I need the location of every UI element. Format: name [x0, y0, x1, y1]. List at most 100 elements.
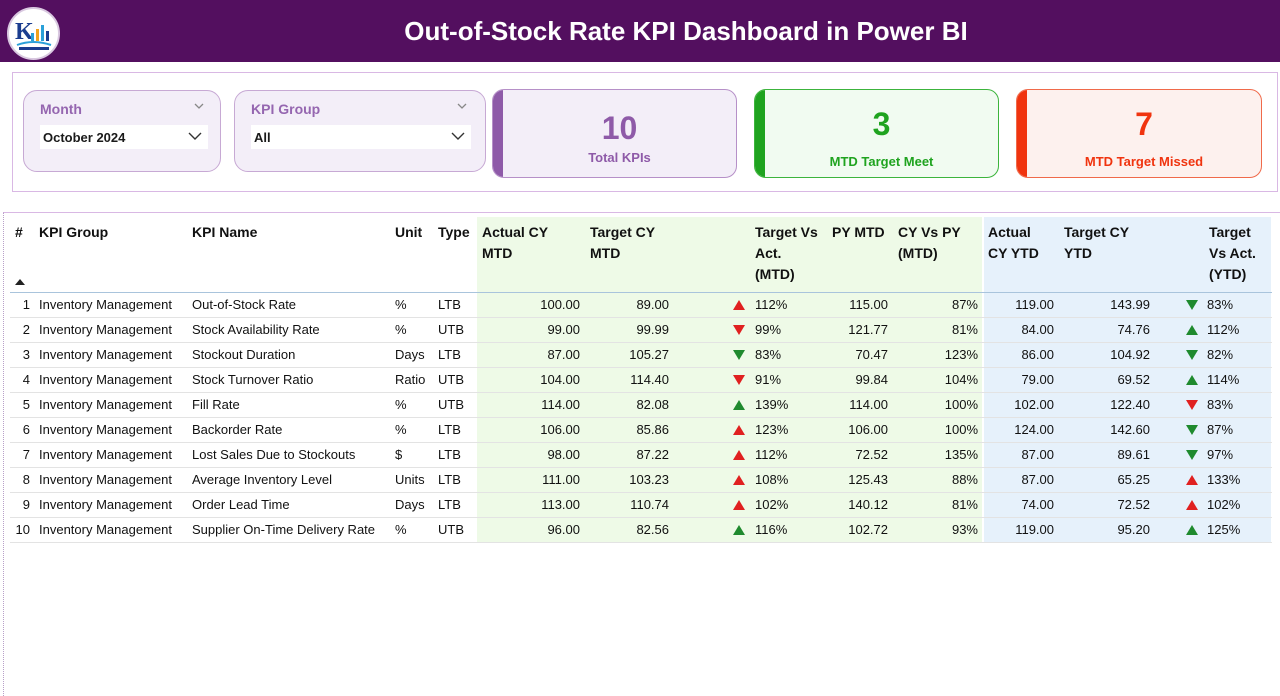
actual-cy-ytd-cell: 102.00 [1014, 397, 1054, 412]
sort-ascending-icon[interactable] [15, 279, 25, 285]
header-actual-cy-ytd[interactable]: Actual CY YTD [988, 222, 1039, 264]
row-number: 3 [22, 347, 30, 362]
kpi-name-cell: Stock Turnover Ratio [192, 372, 314, 387]
month-dropdown[interactable]: October 2024 [40, 125, 208, 149]
actual-cy-ytd-cell: 87.00 [1021, 472, 1054, 487]
kpi-group-cell: Inventory Management [39, 522, 172, 537]
card-accent-bar [1017, 90, 1027, 177]
ytd-status-down-green-icon [1186, 300, 1198, 310]
header-line: Vs Act. [1209, 245, 1256, 261]
unit-cell: % [395, 422, 407, 437]
kpi-group-cell: Inventory Management [39, 472, 172, 487]
header-type[interactable]: Type [438, 224, 470, 240]
target-vs-act-ytd-cell: 133% [1207, 472, 1241, 487]
target-vs-act-ytd-cell: 114% [1207, 372, 1240, 387]
cy-vs-py-mtd-cell: 100% [944, 397, 978, 412]
header-line: MTD [590, 245, 621, 261]
py-mtd-cell: 70.47 [855, 347, 888, 362]
header-target-vs-act-mtd[interactable]: Target Vs Act. (MTD) [755, 222, 818, 285]
header-py-mtd[interactable]: PY MTD [832, 224, 885, 240]
header-num[interactable]: # [15, 224, 23, 240]
card-accent-bar [755, 90, 765, 177]
target-vs-act-mtd-cell: 116% [755, 522, 788, 537]
header-kpi-group[interactable]: KPI Group [39, 224, 109, 240]
kpi-name-cell: Backorder Rate [192, 422, 283, 437]
kpi-group-slicer: KPI Group All [234, 90, 486, 172]
header-line: CY YTD [988, 245, 1039, 261]
month-slicer: Month October 2024 [23, 90, 221, 172]
type-cell: LTB [438, 472, 461, 487]
target-vs-act-ytd-cell: 87% [1207, 422, 1234, 437]
target-vs-act-ytd-cell: 97% [1207, 447, 1234, 462]
target-cy-ytd-cell: 143.99 [1110, 297, 1150, 312]
header-cy-vs-py-mtd[interactable]: CY Vs PY (MTD) [898, 222, 961, 264]
target-cy-ytd-cell: 122.40 [1110, 397, 1150, 412]
row-divider [10, 467, 1272, 468]
kpi-name-cell: Stockout Duration [192, 347, 296, 362]
mtd-target-missed-label: MTD Target Missed [1084, 154, 1204, 169]
row-divider [10, 317, 1272, 318]
unit-cell: Days [395, 347, 425, 362]
chevron-down-icon[interactable] [188, 131, 202, 141]
header-target-cy-ytd[interactable]: Target CY YTD [1064, 222, 1129, 264]
py-mtd-cell: 106.00 [848, 422, 888, 437]
kpi-group-cell: Inventory Management [39, 397, 172, 412]
row-number: 5 [22, 397, 30, 412]
actual-cy-mtd-cell: 99.00 [547, 322, 580, 337]
header-unit[interactable]: Unit [395, 224, 423, 240]
ytd-status-up-red-icon [1186, 500, 1198, 510]
py-mtd-cell: 114.00 [849, 397, 888, 412]
header-line: Target Vs [755, 224, 818, 240]
row-number: 10 [15, 522, 30, 537]
actual-cy-mtd-cell: 113.00 [541, 497, 580, 512]
kpi-name-cell: Lost Sales Due to Stockouts [192, 447, 356, 462]
unit-cell: % [395, 522, 407, 537]
ytd-status-up-green-icon [1186, 375, 1198, 385]
header-target-cy-mtd[interactable]: Target CY MTD [590, 222, 655, 264]
target-vs-act-mtd-cell: 139% [755, 397, 789, 412]
kpi-group-cell: Inventory Management [39, 372, 172, 387]
kpi-group-cell: Inventory Management [39, 422, 172, 437]
month-selected-value: October 2024 [43, 130, 126, 145]
month-slicer-label: Month [40, 101, 82, 117]
target-vs-act-mtd-cell: 123% [755, 422, 789, 437]
target-cy-mtd-cell: 105.27 [629, 347, 669, 362]
chevron-down-icon[interactable] [194, 101, 204, 111]
header-line: Act. [755, 245, 782, 261]
chevron-down-icon[interactable] [457, 101, 467, 111]
chevron-down-icon[interactable] [451, 131, 465, 141]
target-vs-act-mtd-cell: 99% [755, 322, 782, 337]
header-actual-cy-mtd[interactable]: Actual CY MTD [482, 222, 548, 264]
mtd-status-up-green-icon [733, 525, 745, 535]
mtd-target-meet-label: MTD Target Meet [829, 154, 934, 169]
actual-cy-ytd-cell: 119.00 [1015, 297, 1054, 312]
cy-vs-py-mtd-cell: 88% [951, 472, 978, 487]
mtd-columns-background [477, 217, 982, 543]
cy-vs-py-mtd-cell: 81% [951, 497, 978, 512]
row-number: 7 [22, 447, 30, 462]
header-line: Target CY [590, 224, 656, 240]
target-vs-act-mtd-cell: 83% [755, 347, 782, 362]
kpi-group-selected-value: All [254, 130, 271, 145]
company-logo-icon: K [7, 7, 60, 60]
target-cy-ytd-cell: 142.60 [1110, 422, 1150, 437]
ytd-status-up-green-icon [1186, 525, 1198, 535]
total-kpis-card: 10 Total KPIs [492, 89, 737, 178]
row-divider [10, 367, 1272, 368]
header-target-vs-act-ytd[interactable]: Target Vs Act. (YTD) [1209, 222, 1256, 285]
kpi-group-dropdown[interactable]: All [251, 125, 471, 149]
row-divider [10, 517, 1272, 518]
header-line: Target CY [1064, 224, 1130, 240]
cy-vs-py-mtd-cell: 104% [944, 372, 978, 387]
header-line: Target [1209, 224, 1251, 240]
kpi-name-cell: Average Inventory Level [192, 472, 332, 487]
cy-vs-py-mtd-cell: 123% [944, 347, 978, 362]
target-cy-ytd-cell: 104.92 [1110, 347, 1150, 362]
header-line: YTD [1064, 245, 1092, 261]
target-vs-act-ytd-cell: 82% [1207, 347, 1234, 362]
actual-cy-mtd-cell: 100.00 [540, 297, 580, 312]
mtd-target-missed-card: 7 MTD Target Missed [1016, 89, 1262, 178]
unit-cell: $ [395, 447, 403, 462]
header-kpi-name[interactable]: KPI Name [192, 224, 258, 240]
py-mtd-cell: 72.52 [855, 447, 888, 462]
